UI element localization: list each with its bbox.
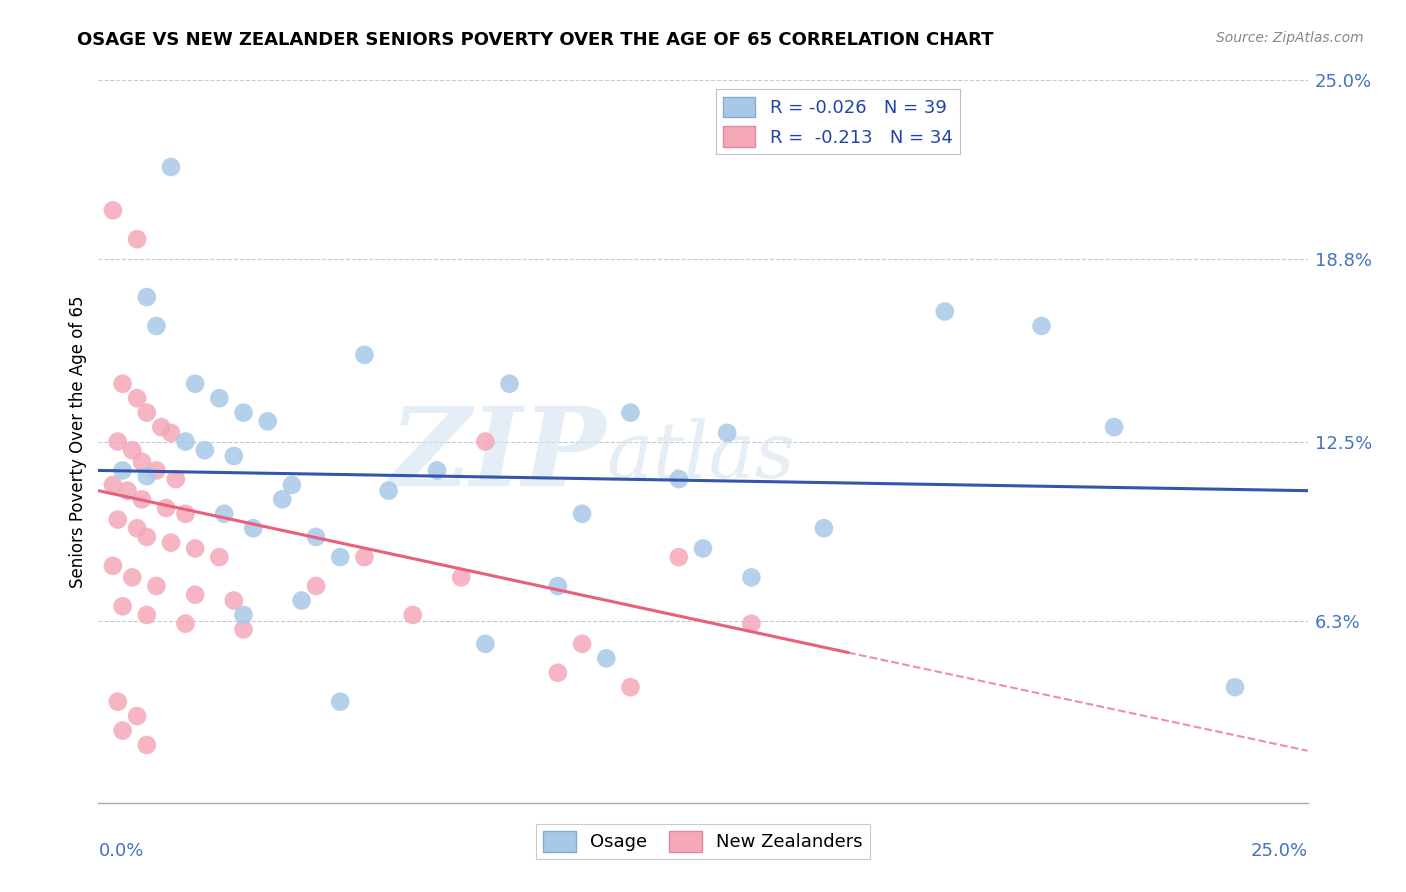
Point: [619, 406, 641, 420]
Point: [101, 558, 124, 573]
Point: [107, 434, 129, 449]
Y-axis label: Seniors Poverty Over the Age of 65: Seniors Poverty Over the Age of 65: [69, 295, 87, 588]
Point: [174, 616, 197, 631]
Point: [740, 616, 762, 631]
Point: [377, 483, 399, 498]
Point: [160, 535, 183, 549]
Text: atlas: atlas: [606, 417, 794, 494]
Text: OSAGE VS NEW ZEALANDER SENIORS POVERTY OVER THE AGE OF 65 CORRELATION CHART: OSAGE VS NEW ZEALANDER SENIORS POVERTY O…: [77, 31, 994, 49]
Point: [121, 443, 143, 458]
Point: [131, 492, 153, 507]
Point: [135, 406, 157, 420]
Point: [402, 607, 425, 622]
Point: [117, 483, 139, 498]
Point: [498, 376, 520, 391]
Point: [619, 680, 641, 694]
Point: [160, 160, 183, 174]
Point: [547, 665, 569, 680]
Point: [107, 695, 129, 709]
Point: [329, 550, 352, 565]
Point: [127, 391, 149, 405]
Point: [174, 507, 197, 521]
Point: [353, 550, 375, 565]
Point: [135, 469, 157, 483]
Point: [121, 570, 143, 584]
Text: Source: ZipAtlas.com: Source: ZipAtlas.com: [1216, 31, 1364, 45]
Point: [127, 232, 149, 246]
Point: [131, 455, 153, 469]
Point: [595, 651, 617, 665]
Point: [305, 579, 328, 593]
Point: [813, 521, 835, 535]
Point: [127, 709, 149, 723]
Point: [353, 348, 375, 362]
Point: [668, 550, 690, 565]
Point: [222, 593, 245, 607]
Point: [305, 530, 328, 544]
Point: [208, 391, 231, 405]
Point: [242, 521, 264, 535]
Legend: Osage, New Zealanders: Osage, New Zealanders: [536, 823, 870, 859]
Point: [547, 579, 569, 593]
Point: [135, 738, 157, 752]
Point: [127, 521, 149, 535]
Point: [329, 695, 352, 709]
Point: [135, 290, 157, 304]
Point: [271, 492, 294, 507]
Point: [934, 304, 956, 318]
Point: [474, 434, 496, 449]
Point: [145, 318, 167, 333]
Point: [232, 623, 254, 637]
Point: [107, 512, 129, 526]
Point: [1031, 318, 1053, 333]
Point: [145, 463, 167, 477]
Point: [208, 550, 231, 565]
Point: [692, 541, 714, 556]
Point: [1223, 680, 1246, 694]
Point: [160, 425, 183, 440]
Point: [281, 478, 304, 492]
Point: [232, 406, 254, 420]
Point: [571, 637, 593, 651]
Point: [740, 570, 762, 584]
Point: [184, 541, 207, 556]
Point: [101, 478, 124, 492]
Point: [194, 443, 217, 458]
Point: [668, 472, 690, 486]
Point: [426, 463, 449, 477]
Point: [256, 414, 278, 428]
Point: [212, 507, 235, 521]
Text: 0.0%: 0.0%: [98, 842, 143, 860]
Point: [184, 376, 207, 391]
Point: [222, 449, 245, 463]
Point: [145, 579, 167, 593]
Point: [111, 463, 134, 477]
Point: [111, 599, 134, 614]
Point: [174, 434, 197, 449]
Point: [150, 420, 173, 434]
Point: [232, 607, 254, 622]
Point: [184, 588, 207, 602]
Point: [165, 472, 187, 486]
Point: [135, 530, 157, 544]
Point: [111, 723, 134, 738]
Point: [571, 507, 593, 521]
Point: [290, 593, 312, 607]
Point: [135, 607, 157, 622]
Text: ZIP: ZIP: [389, 402, 606, 509]
Point: [450, 570, 472, 584]
Point: [101, 203, 124, 218]
Point: [111, 376, 134, 391]
Point: [474, 637, 496, 651]
Point: [155, 501, 177, 516]
Point: [716, 425, 738, 440]
Point: [1102, 420, 1125, 434]
Text: 25.0%: 25.0%: [1250, 842, 1308, 860]
